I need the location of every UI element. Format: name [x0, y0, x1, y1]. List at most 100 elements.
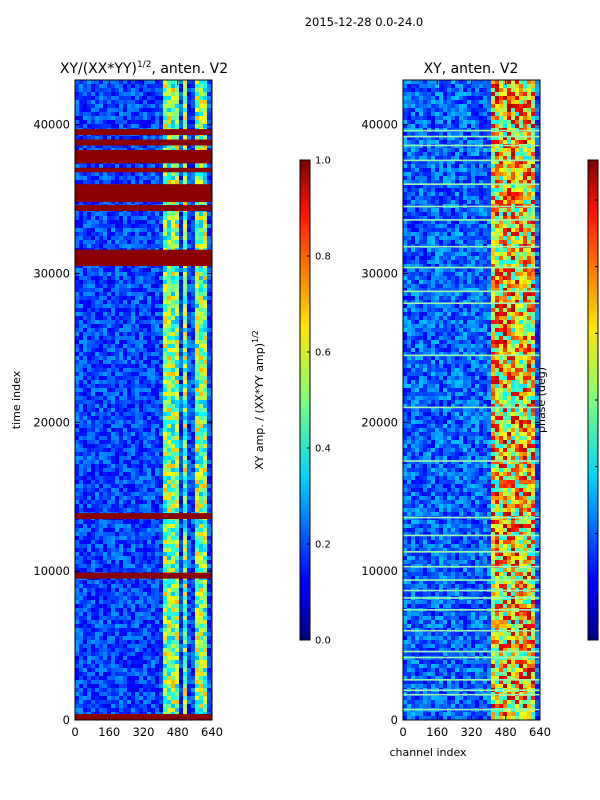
- heatmap-cell: [91, 368, 95, 372]
- heatmap-cell: [143, 528, 147, 532]
- heatmap-cell: [191, 440, 195, 444]
- heatmap-cell: [131, 172, 135, 176]
- heatmap-cell: [135, 288, 139, 292]
- heatmap-cell: [151, 352, 155, 356]
- heatmap-cell: [119, 360, 123, 364]
- heatmap-cell: [103, 268, 107, 272]
- heatmap-cell: [187, 504, 191, 508]
- heatmap-cell: [179, 412, 183, 416]
- heatmap-cell: [143, 460, 147, 464]
- heatmap-cell: [187, 444, 191, 448]
- heatmap-cell: [131, 324, 135, 328]
- heatmap-cell: [167, 316, 171, 320]
- heatmap-cell: [143, 332, 147, 336]
- heatmap-cell: [147, 124, 151, 128]
- heatmap-cell: [103, 236, 107, 240]
- heatmap-cell: [115, 420, 119, 424]
- heatmap-cell: [127, 364, 131, 368]
- heatmap-cell: [191, 144, 195, 148]
- heatmap-cell: [87, 440, 91, 444]
- heatmap-cell: [111, 556, 115, 560]
- heatmap-cell: [171, 352, 175, 356]
- heatmap-cell: [207, 392, 211, 396]
- heatmap-cell: [99, 312, 103, 316]
- heatmap-cell: [75, 412, 79, 416]
- heatmap-cell: [195, 344, 199, 348]
- heatmap-cell: [183, 496, 187, 500]
- heatmap-cell: [139, 468, 143, 472]
- heatmap-cell: [75, 112, 79, 116]
- heatmap-cell: [127, 620, 131, 624]
- heatmap-cell: [187, 472, 191, 476]
- heatmap-cell: [135, 416, 139, 420]
- heatmap-cell: [199, 420, 203, 424]
- heatmap-cell: [203, 540, 207, 544]
- heatmap-cell: [163, 492, 167, 496]
- heatmap-cell: [87, 100, 91, 104]
- heatmap-cell: [107, 164, 111, 168]
- heatmap-cell: [87, 588, 91, 592]
- heatmap-cell: [95, 500, 99, 504]
- heatmap-cell: [171, 544, 175, 548]
- heatmap-cell: [103, 532, 107, 536]
- heatmap-cell: [191, 172, 195, 176]
- heatmap-cell: [135, 108, 139, 112]
- heatmap-cell: [171, 600, 175, 604]
- heatmap-cell: [79, 532, 83, 536]
- heatmap-cell: [99, 632, 103, 636]
- heatmap-cell: [127, 124, 131, 128]
- heatmap-cell: [135, 376, 139, 380]
- heatmap-cell: [183, 236, 187, 240]
- heatmap-cell: [107, 84, 111, 88]
- heatmap-cell: [143, 584, 147, 588]
- heatmap-cell: [159, 272, 163, 276]
- heatmap-cell: [183, 476, 187, 480]
- heatmap-cell: [107, 92, 111, 96]
- heatmap-cell: [83, 324, 87, 328]
- heatmap-cell: [195, 236, 199, 240]
- heatmap-cell: [95, 620, 99, 624]
- heatmap-cell: [151, 244, 155, 248]
- heatmap-cell: [111, 424, 115, 428]
- heatmap-cell: [87, 324, 91, 328]
- heatmap-cell: [115, 592, 119, 596]
- heatmap-cell: [171, 284, 175, 288]
- heatmap-cell: [123, 100, 127, 104]
- heatmap-cell: [107, 628, 111, 632]
- heatmap-cell: [203, 400, 207, 404]
- heatmap-cell: [171, 488, 175, 492]
- heatmap-cell: [123, 612, 127, 616]
- heatmap-cell: [207, 612, 211, 616]
- heatmap-cell: [151, 448, 155, 452]
- heatmap-cell: [155, 616, 159, 620]
- heatmap-cell: [99, 84, 103, 88]
- heatmap-cell: [175, 556, 179, 560]
- heatmap-cell: [99, 380, 103, 384]
- heatmap-cell: [195, 296, 199, 300]
- heatmap-cell: [131, 280, 135, 284]
- heatmap-cell: [167, 552, 171, 556]
- heatmap-cell: [95, 384, 99, 388]
- heatmap-cell: [87, 84, 91, 88]
- heatmap-cell: [207, 364, 211, 368]
- heatmap-cell: [127, 604, 131, 608]
- heatmap-cell: [115, 488, 119, 492]
- heatmap-cell: [95, 428, 99, 432]
- heatmap-cell: [191, 224, 195, 228]
- heatmap-cell: [111, 468, 115, 472]
- heatmap-cell: [187, 492, 191, 496]
- heatmap-cell: [79, 116, 83, 120]
- heatmap-cell: [155, 120, 159, 124]
- heatmap-cell: [91, 100, 95, 104]
- heatmap-cell: [163, 240, 167, 244]
- heatmap-cell: [203, 268, 207, 272]
- heatmap-cell: [123, 444, 127, 448]
- heatmap-cell: [75, 108, 79, 112]
- heatmap-cell: [187, 408, 191, 412]
- heatmap-cell: [99, 584, 103, 588]
- heatmap-cell: [179, 300, 183, 304]
- heatmap-cell: [135, 292, 139, 296]
- heatmap-cell: [159, 640, 163, 644]
- heatmap-cell: [135, 484, 139, 488]
- heatmap-cell: [183, 136, 187, 140]
